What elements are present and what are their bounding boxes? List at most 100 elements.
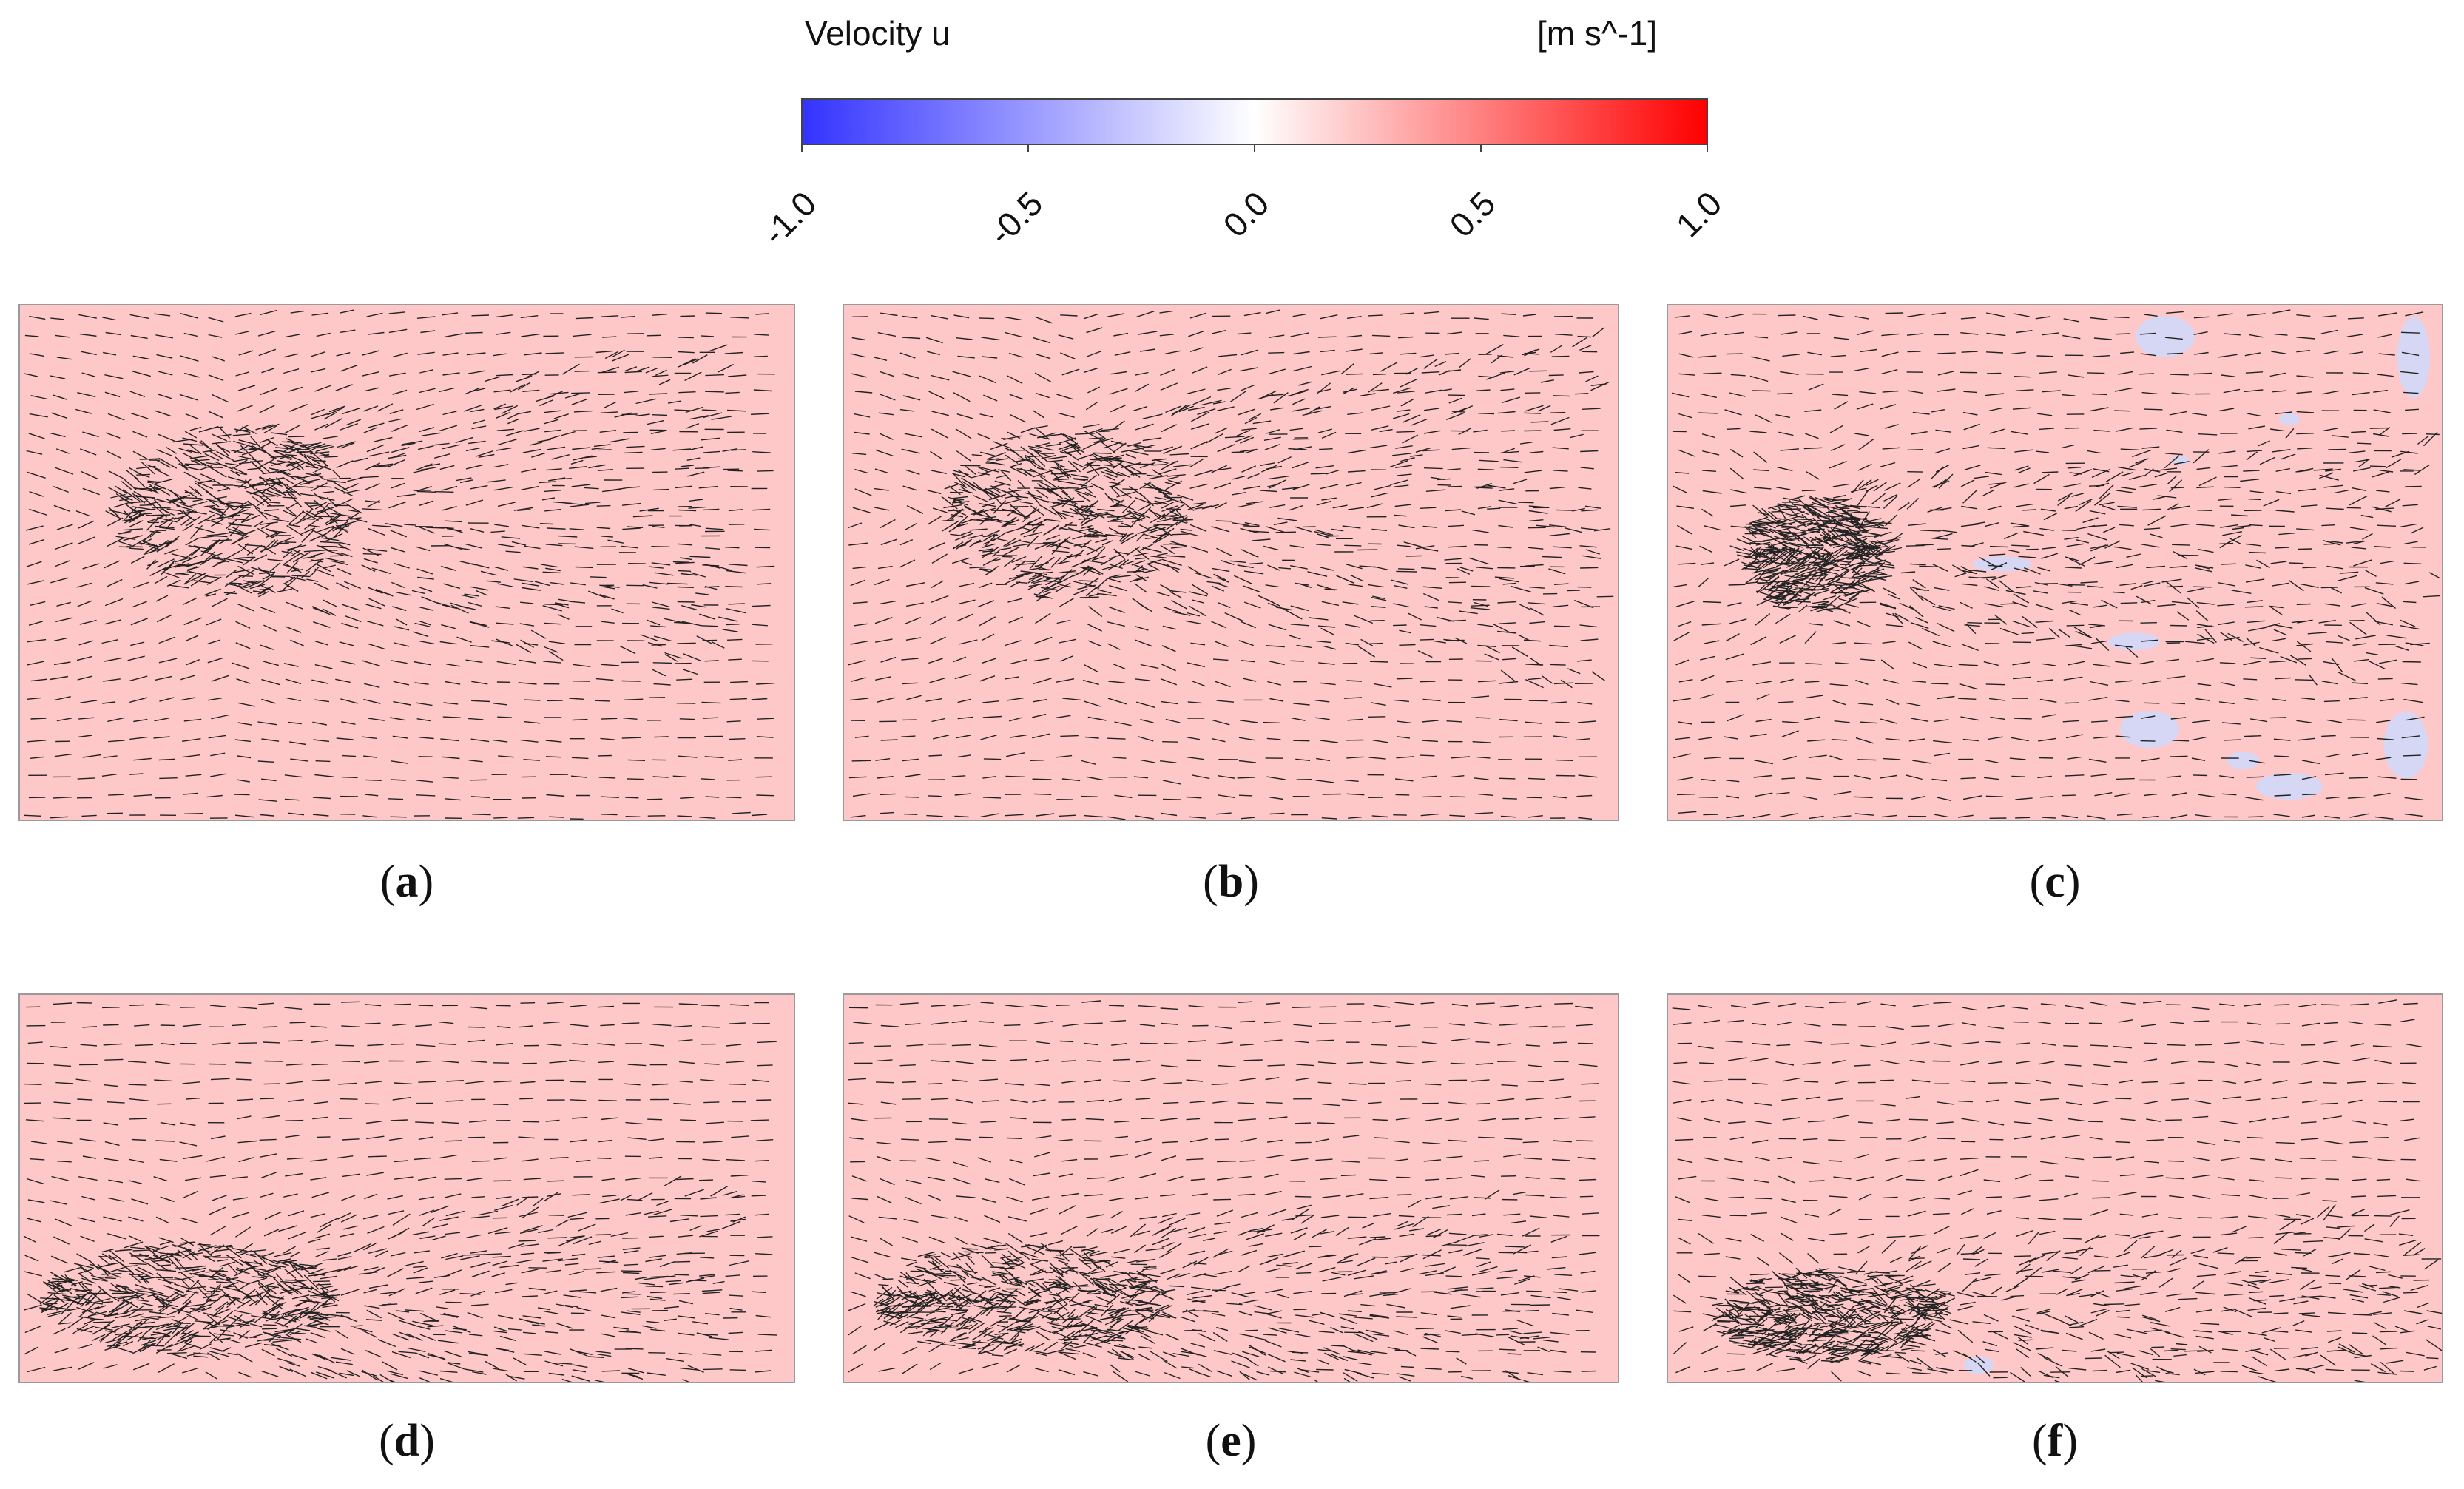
velocity-arrow (875, 758, 891, 761)
velocity-arrow (175, 571, 193, 575)
velocity-arrow (2164, 337, 2183, 340)
velocity-arrow (2042, 714, 2056, 718)
panel-d (18, 993, 795, 1383)
velocity-arrow (113, 502, 129, 508)
velocity-arrow (2346, 507, 2361, 509)
velocity-arrow (419, 641, 435, 645)
velocity-arrow (302, 510, 319, 521)
velocity-arrow (1398, 568, 1415, 570)
velocity-arrow (722, 448, 738, 452)
velocity-arrow (650, 430, 667, 434)
velocity-arrow (75, 1078, 91, 1082)
velocity-arrow (2116, 813, 2133, 816)
velocity-arrow (2089, 510, 2106, 515)
velocity-arrow (1016, 467, 1035, 473)
velocity-arrow (1704, 757, 1721, 760)
velocity-arrow (1213, 482, 1232, 490)
velocity-arrow (1422, 740, 1438, 743)
velocity-arrow (169, 490, 186, 504)
velocity-arrow (2346, 540, 2364, 544)
velocity-arrow (2013, 593, 2030, 604)
velocity-arrow (284, 541, 297, 543)
velocity-arrow (1567, 668, 1581, 675)
velocity-arrow (1135, 639, 1152, 647)
velocity-arrow (1783, 541, 1804, 548)
velocity-arrow (1137, 527, 1158, 535)
velocity-arrow (1029, 448, 1042, 453)
velocity-arrow (1881, 814, 1897, 818)
velocity-arrow (313, 739, 330, 743)
velocity-arrow (391, 760, 409, 764)
velocity-arrow (198, 514, 215, 524)
velocity-arrow (1101, 441, 1115, 453)
velocity-arrow (993, 500, 1007, 514)
velocity-arrow (1761, 566, 1778, 572)
velocity-arrow (1030, 468, 1046, 478)
velocity-arrow (183, 617, 202, 626)
velocity-arrow (1029, 433, 1048, 439)
velocity-arrow (1134, 583, 1148, 593)
velocity-arrow (1844, 590, 1860, 597)
velocity-arrow (732, 811, 751, 814)
velocity-arrow (2377, 524, 2397, 527)
velocity-arrow (1165, 405, 1181, 413)
velocity-arrow (1017, 572, 1033, 578)
velocity-arrow (722, 629, 738, 632)
velocity-arrow (158, 636, 175, 644)
velocity-arrow (388, 459, 405, 467)
velocity-arrow (216, 450, 234, 462)
velocity-arrow (1550, 664, 1566, 666)
velocity-arrow (701, 437, 720, 441)
velocity-arrow (203, 504, 216, 507)
velocity-arrow (103, 678, 121, 682)
velocity-arrow (1757, 582, 1772, 586)
velocity-arrow (288, 436, 305, 438)
velocity-arrow (557, 614, 570, 620)
velocity-arrow (168, 584, 189, 589)
velocity-arrow (263, 425, 278, 434)
velocity-arrow (2247, 413, 2261, 417)
velocity-arrow (1288, 391, 1306, 397)
velocity-arrow (108, 487, 124, 496)
velocity-arrow (1217, 794, 1235, 798)
velocity-arrow (2270, 561, 2287, 564)
velocity-arrow (1479, 459, 1499, 462)
velocity-arrow (243, 530, 256, 536)
velocity-arrow (2198, 476, 2217, 487)
velocity-arrow (1187, 701, 1202, 704)
velocity-arrow (1073, 478, 1089, 481)
velocity-arrow (1990, 716, 2005, 720)
velocity-arrow (206, 794, 223, 798)
velocity-arrow (652, 374, 669, 377)
velocity-arrow (1215, 641, 1229, 647)
velocity-arrow (411, 590, 425, 595)
velocity-arrow (130, 334, 148, 340)
velocity-arrow (314, 568, 334, 577)
velocity-arrow (953, 314, 970, 319)
velocity-arrow (1278, 567, 1292, 570)
velocity-arrow (874, 638, 893, 643)
velocity-arrow (902, 395, 921, 401)
velocity-arrow (2170, 523, 2190, 527)
velocity-arrow (1752, 661, 1772, 666)
velocity-arrow (1474, 812, 1493, 814)
velocity-arrow (1984, 586, 1999, 591)
velocity-arrow (1346, 564, 1363, 570)
velocity-arrow (1220, 559, 1235, 565)
velocity-arrow (229, 582, 242, 584)
velocity-arrow (237, 385, 256, 391)
velocity-arrow (2269, 372, 2286, 377)
velocity-arrow (1144, 533, 1161, 540)
velocity-arrow (1858, 562, 1873, 565)
velocity-arrow (1952, 564, 1967, 573)
velocity-arrow (1727, 428, 1741, 430)
velocity-arrow (388, 454, 407, 459)
velocity-arrow (366, 1135, 385, 1140)
velocity-arrow (2373, 792, 2391, 797)
velocity-arrow (130, 618, 149, 626)
velocity-arrow (158, 371, 173, 376)
velocity-arrow (1832, 583, 1848, 597)
velocity-arrow (2140, 581, 2154, 585)
velocity-arrow (2064, 536, 2079, 540)
velocity-arrow (2229, 537, 2241, 544)
